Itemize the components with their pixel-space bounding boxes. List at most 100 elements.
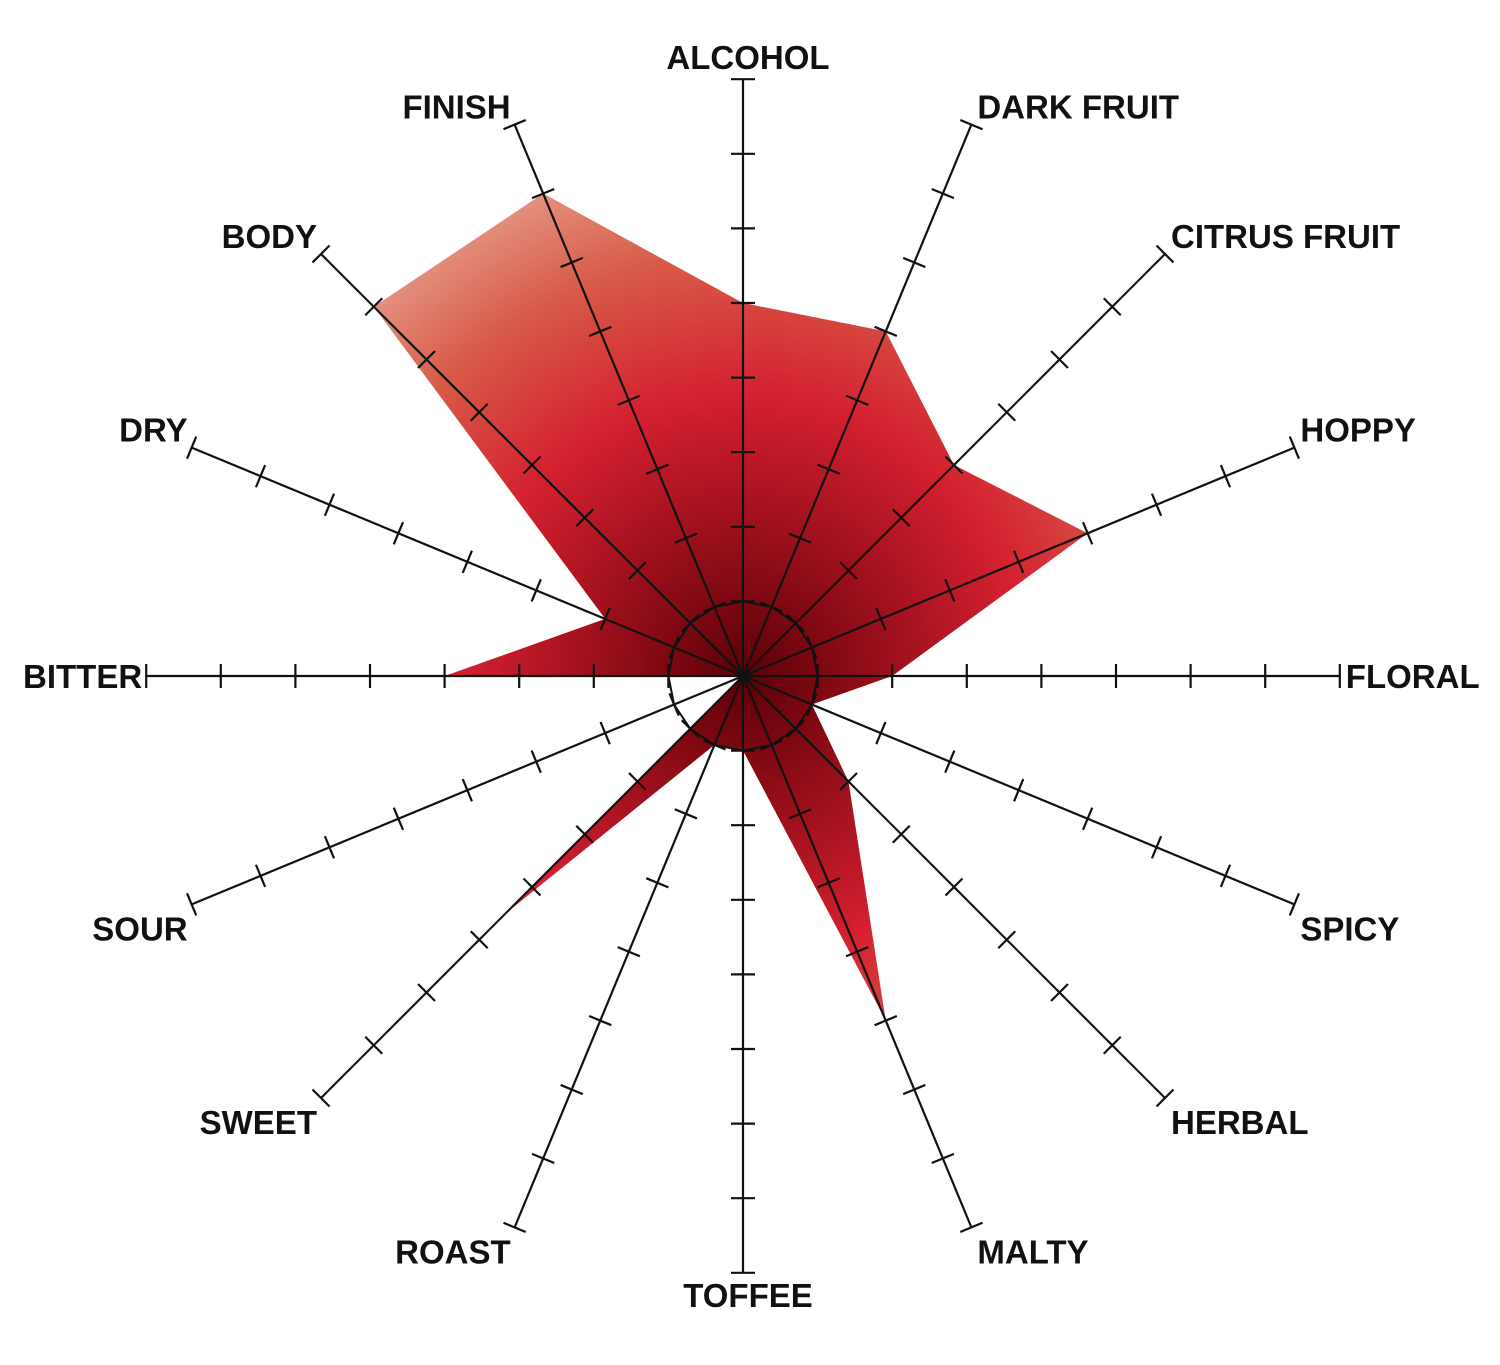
tick-spicy-4 [1013,778,1025,802]
tick-malty-2 [788,808,812,820]
tick-hoppy-5 [1081,521,1094,545]
tick-dark-fruit-3 [817,463,841,475]
tick-malty-3 [817,877,841,889]
axis-label-finish: FINISH [402,89,510,126]
tick-finish-2 [674,532,698,544]
tick-dark-fruit-7 [931,187,955,200]
axis-label-floral: FLORAL [1346,658,1480,695]
tick-dark-fruit-5 [874,325,898,338]
tick-body-2 [628,561,647,580]
tick-dry-2 [599,607,611,631]
tick-roast-2 [674,808,698,820]
tick-citrus-fruit-5 [997,402,1017,422]
tick-citrus-fruit-3 [891,508,911,528]
tick-citrus-fruit-6 [1050,350,1069,369]
tick-hoppy-2 [875,607,887,631]
tick-finish-4 [617,394,641,406]
tick-herbal-5 [997,930,1017,950]
tick-citrus-fruit-2 [839,561,858,580]
tick-sour-6 [323,835,336,859]
tick-herbal-4 [944,877,964,897]
tick-spicy-5 [1081,807,1094,831]
tick-finish-6 [560,256,584,269]
axis-label-alcohol: ALCOHOL [666,39,829,76]
tick-malty-6 [902,1083,926,1096]
axis-label-sour: SOUR [92,910,188,947]
tick-sweet-6 [417,983,436,1002]
tick-sweet-7 [364,1035,384,1055]
tick-body-5 [469,402,489,422]
tick-spicy-6 [1150,835,1163,859]
tick-sweet-4 [522,877,542,897]
tick-spicy-3 [944,750,956,774]
axis-label-herbal: HERBAL [1171,1104,1309,1141]
tick-citrus-fruit-7 [1102,297,1122,317]
tick-hoppy-4 [1013,550,1025,574]
tick-malty-8 [959,1221,983,1233]
tick-dry-7 [254,464,267,488]
tick-body-3 [575,508,595,528]
tick-body-6 [417,350,436,369]
axis-label-hoppy: HOPPY [1300,412,1416,449]
axis-label-roast: ROAST [395,1233,511,1270]
tick-sweet-2 [628,772,647,791]
tick-hoppy-8 [1288,436,1300,460]
tick-spicy-8 [1288,892,1300,916]
axis-label-dry: DRY [119,412,187,449]
tick-sour-3 [530,750,542,774]
axis-label-malty: MALTY [977,1233,1088,1270]
tick-sweet-3 [575,824,595,844]
tick-citrus-fruit-8 [1155,244,1175,264]
tick-hoppy-6 [1150,493,1163,517]
axis-label-spicy: SPICY [1300,910,1399,947]
tick-malty-7 [931,1152,955,1165]
tick-dry-5 [392,521,405,545]
tick-finish-8 [503,119,527,131]
axis-label-citrus-fruit: CITRUS FRUIT [1171,218,1400,255]
tick-finish-5 [588,325,612,338]
tick-sour-2 [599,721,611,745]
tick-herbal-8 [1155,1088,1175,1108]
tick-body-8 [311,244,331,264]
data-area [373,193,1088,1021]
tick-sour-7 [254,864,267,888]
tick-body-4 [522,455,542,475]
tick-dark-fruit-8 [959,119,983,131]
reference-ring [667,600,819,752]
axis-label-toffee: TOFFEE [683,1277,813,1314]
tick-citrus-fruit-4 [944,455,964,475]
tick-sweet-5 [469,930,489,950]
axis-label-sweet: SWEET [200,1104,317,1141]
tick-roast-8 [503,1221,527,1233]
tick-hoppy-7 [1219,464,1232,488]
tick-sweet-8 [311,1088,331,1108]
tick-malty-5 [874,1014,898,1027]
tick-body-7 [364,297,384,317]
tick-finish-7 [531,187,555,200]
tick-dry-8 [186,436,198,460]
tick-spicy-2 [875,721,887,745]
center-point [738,671,748,681]
tick-dry-3 [530,578,542,602]
tick-dark-fruit-2 [788,532,812,544]
tick-sour-8 [186,892,198,916]
axis-label-dark-fruit: DARK FRUIT [977,89,1179,126]
tick-herbal-2 [839,772,858,791]
tick-finish-3 [645,463,669,475]
tick-herbal-6 [1050,983,1069,1002]
tick-spicy-7 [1219,864,1232,888]
tick-sour-4 [461,778,473,802]
tick-dry-6 [323,493,336,517]
tick-malty-4 [845,946,869,958]
tick-herbal-3 [891,824,911,844]
tick-roast-5 [588,1014,612,1027]
tick-dark-fruit-6 [902,256,926,269]
tick-sour-5 [392,807,405,831]
axis-label-bitter: BITTER [23,658,142,695]
tick-hoppy-3 [944,578,956,602]
tick-dark-fruit-4 [845,394,869,406]
tick-roast-3 [645,877,669,889]
tick-dry-4 [461,550,473,574]
tick-roast-6 [560,1083,584,1096]
